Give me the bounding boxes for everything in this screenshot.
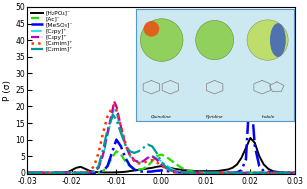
Legend: [H₂PO₄]⁻, [Ac]⁻, [MeSO₃]⁻, [C₂py]⁺, [C₄py]⁺, [C₄mim]⁺, [C₂mim]⁺: [H₂PO₄]⁻, [Ac]⁻, [MeSO₃]⁻, [C₂py]⁺, [C₄p… bbox=[30, 10, 73, 52]
Y-axis label: P (σ): P (σ) bbox=[3, 80, 13, 101]
